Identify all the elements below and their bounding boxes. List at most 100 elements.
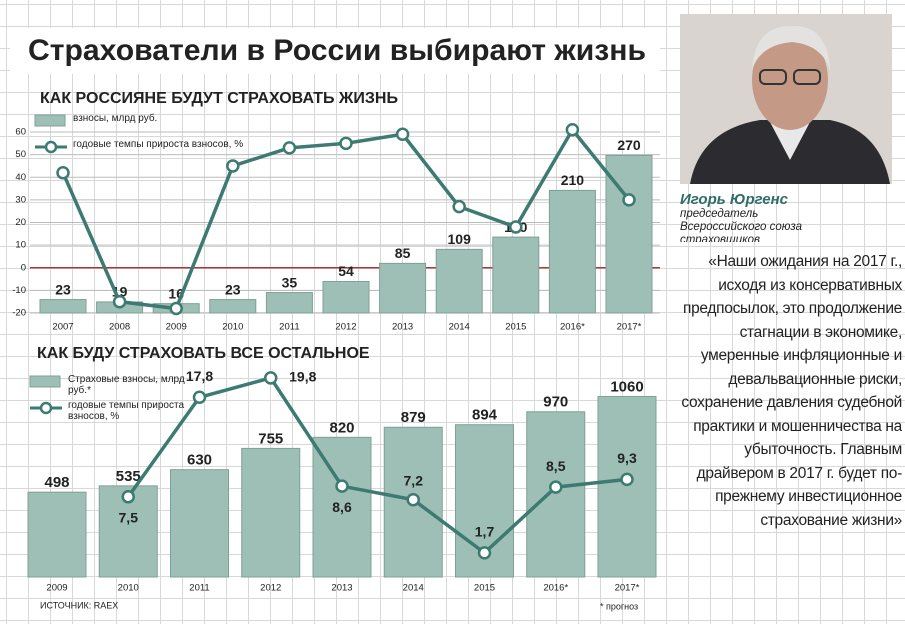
line-value-label: 1,7 <box>475 524 495 540</box>
bar <box>597 395 657 578</box>
bar <box>526 411 586 578</box>
x-tick-label: 2011 <box>279 322 299 333</box>
bar-value-label: 109 <box>448 231 472 247</box>
x-tick-label: 2016* <box>543 583 568 594</box>
line-marker <box>169 301 183 316</box>
bar <box>492 236 540 314</box>
line-marker <box>406 492 420 507</box>
x-tick-label: 2009 <box>166 322 187 333</box>
x-tick-label: 2013 <box>331 583 352 594</box>
x-tick-label: 2014 <box>449 322 470 333</box>
line-value-label: 7,2 <box>404 472 424 488</box>
legend-label-box: годовые темпы прироста взносов, % <box>73 139 244 150</box>
x-tick-label: 2015 <box>505 322 526 333</box>
line-marker <box>622 193 636 207</box>
person-name: Игорь Юргенс <box>680 191 789 208</box>
source: ИСТОЧНИК: RAEX <box>40 600 118 610</box>
line-marker <box>56 165 70 180</box>
line-marker <box>121 490 135 504</box>
bar-value-label: 270 <box>617 137 641 153</box>
x-tick-label: 2010 <box>222 322 243 333</box>
person-role-box: председатель Всероссийского союза страхо… <box>680 208 803 242</box>
y-tick-label: -10 <box>12 285 26 296</box>
chart-title: КАК БУДУ СТРАХОВАТЬ ВСЕ ОСТАЛЬНОЕ <box>37 345 370 362</box>
bar <box>170 469 229 578</box>
bar <box>379 262 427 314</box>
footnote: * прогноз <box>600 601 638 611</box>
quote: «Наши ожидания на 2017 г., исходя из кон… <box>681 253 902 529</box>
photo-shirt <box>770 122 810 160</box>
legend-label-box: годовые темпы прироста взносов, % <box>68 400 185 422</box>
line-value-label: 8,6 <box>332 499 352 515</box>
line-marker <box>226 159 240 173</box>
x-tick-label: 2008 <box>109 322 130 333</box>
x-tick-label: 2013 <box>392 322 413 333</box>
x-tick-label: 2011 <box>189 583 209 594</box>
bar-value-label: 498 <box>44 474 69 491</box>
bar-value-label: 755 <box>258 430 283 447</box>
legend-label: годовые темпы прироста взносов, % <box>68 400 185 422</box>
portrait <box>680 14 892 184</box>
x-tick-label: 2010 <box>118 583 139 594</box>
y-tick-label: 50 <box>15 149 26 160</box>
main-title: Страхователи в России выбирают жизнь <box>28 34 646 67</box>
photo-face <box>752 30 828 130</box>
y-tick-label: 0 <box>21 262 26 273</box>
line-marker <box>452 199 466 214</box>
bar <box>312 436 372 578</box>
bar-value-label: 23 <box>55 281 71 297</box>
y-tick-label: 10 <box>15 240 26 251</box>
x-tick-label: 2007 <box>52 322 73 333</box>
bar-value-label: 1060 <box>610 378 643 395</box>
bar-value-label: 23 <box>225 281 241 297</box>
legend-marker <box>39 401 53 415</box>
line-value-label: 17,8 <box>186 368 213 384</box>
x-tick-label: 2017* <box>617 322 642 333</box>
line-value-label: 8,5 <box>546 458 566 474</box>
photo-hair <box>752 25 830 70</box>
legend-label-box: взносы, млрд руб. <box>73 113 158 124</box>
person-role: председатель Всероссийского союза страхо… <box>680 208 803 242</box>
y-tick-label: 30 <box>15 194 26 205</box>
bar <box>548 189 596 314</box>
line-marker <box>565 122 580 137</box>
x-tick-label: 2015 <box>474 583 495 594</box>
bar <box>435 248 483 314</box>
chart-title: КАК РОССИЯНЕ БУДУТ СТРАХОВАТЬ ЖИЗНЬ <box>40 90 398 107</box>
x-tick-label: 2012 <box>260 583 281 594</box>
line-value-label: 9,3 <box>617 450 637 466</box>
line-marker <box>395 127 410 142</box>
line-marker <box>509 220 523 234</box>
bar-value-label: 85 <box>395 245 411 261</box>
x-tick-label: 2012 <box>335 322 356 333</box>
bar-value-label: 54 <box>338 263 354 279</box>
bar-value-label: 970 <box>543 394 568 411</box>
line-marker <box>620 472 634 487</box>
line-value-label: 7,5 <box>119 509 139 525</box>
line-marker <box>339 136 353 151</box>
x-tick-label: 2016* <box>560 322 585 333</box>
legend-label: годовые темпы прироста взносов, % <box>73 139 244 150</box>
x-tick-label: 2009 <box>46 583 67 594</box>
bar-value-label: 210 <box>561 172 585 188</box>
bar-value-label: 820 <box>329 419 354 436</box>
y-tick-label: 20 <box>15 217 26 228</box>
legend-swatch <box>34 114 66 127</box>
photo-glasses <box>759 69 787 85</box>
line-marker <box>264 371 278 385</box>
bar-value-label: 35 <box>282 274 298 290</box>
legend-label-box: Страховые взносы, млрд руб.* <box>68 374 185 396</box>
legend-label: Страховые взносы, млрд руб.* <box>68 374 185 396</box>
y-tick-label: 60 <box>15 127 26 138</box>
bar-value-label: 894 <box>472 407 498 424</box>
bar <box>322 280 370 314</box>
line-marker <box>335 479 349 493</box>
bar-value-label: 879 <box>401 409 426 426</box>
x-tick-label: 2017* <box>615 583 640 594</box>
title-backdrop <box>10 28 660 74</box>
line-marker <box>477 546 492 560</box>
quote-box: «Наши ожидания на 2017 г., исходя из кон… <box>681 253 902 529</box>
legend-label: взносы, млрд руб. <box>73 113 158 124</box>
